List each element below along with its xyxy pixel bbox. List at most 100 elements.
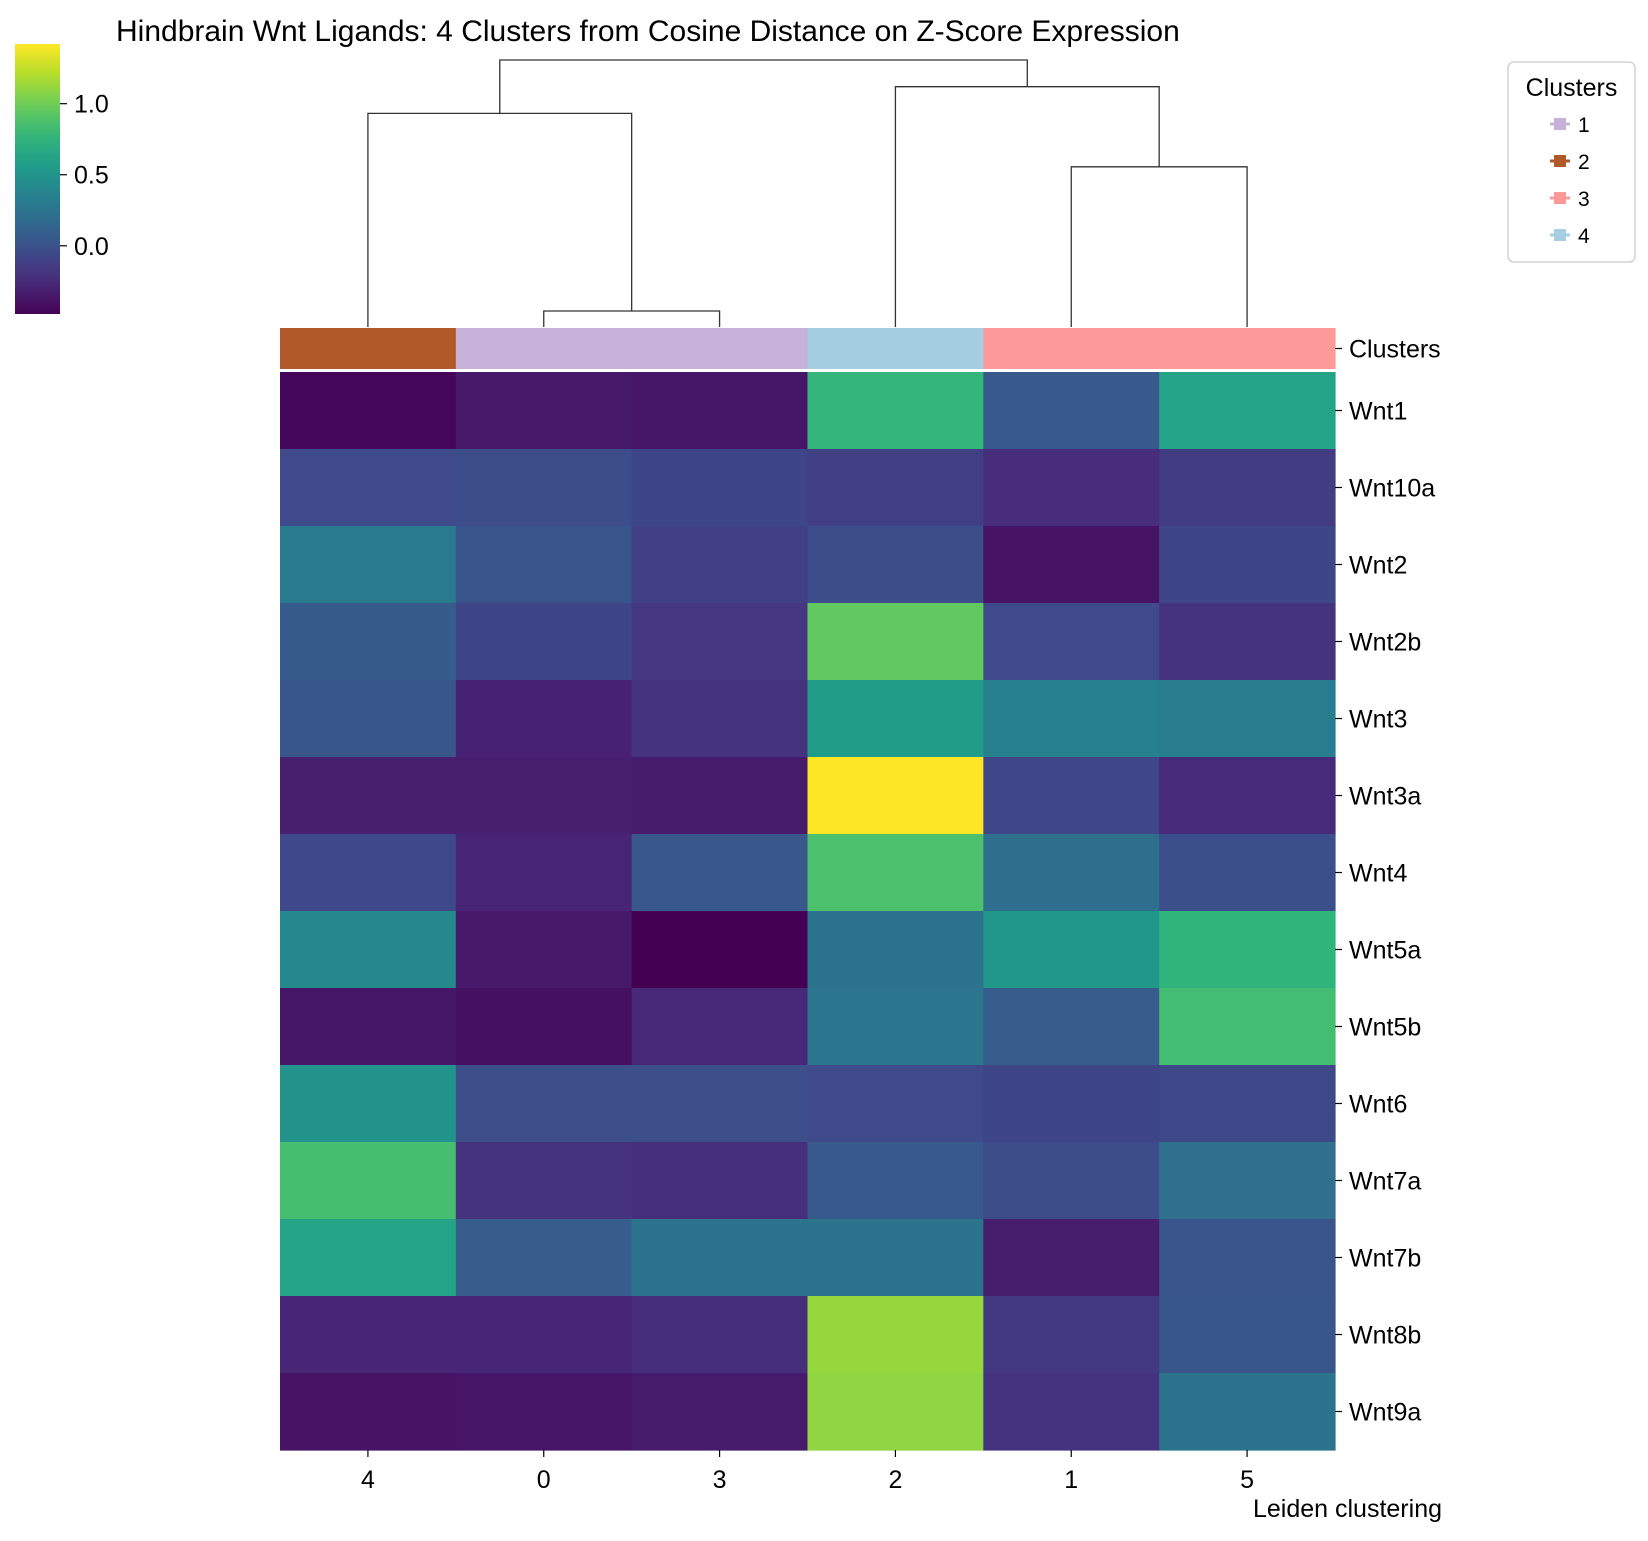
heatmap-cell-Wnt1-3 [631, 372, 809, 450]
heatmap-cell-Wnt3-1 [983, 680, 1160, 758]
heatmap-cell-Wnt2b-0 [455, 603, 633, 681]
heatmap-cell-Wnt4-5 [1159, 834, 1336, 912]
heatmap-cell-Wnt2b-2 [807, 603, 984, 681]
heatmap-cell-Wnt5a-1 [983, 911, 1160, 989]
heatmap-grid [280, 372, 1336, 1451]
row-label-Wnt5a: Wnt5a [1349, 937, 1421, 965]
heatmap-cell-Wnt1-5 [1159, 372, 1336, 450]
cluster-annotation-cell-4 [280, 328, 457, 369]
row-label-Wnt2: Wnt2 [1349, 552, 1407, 580]
heatmap-cell-Wnt3a-4 [280, 757, 457, 835]
heatmap-cell-Wnt6-4 [280, 1065, 457, 1143]
heatmap-cell-Wnt10a-2 [807, 449, 984, 527]
heatmap-cell-Wnt4-2 [807, 834, 984, 912]
heatmap-cell-Wnt2-2 [807, 526, 984, 604]
legend-label-1: 1 [1578, 114, 1590, 137]
cluster-legend: Clusters 1 2 3 4 [1507, 61, 1636, 263]
row-label-Wnt2b: Wnt2b [1349, 629, 1421, 657]
heatmap-cell-Wnt5b-0 [455, 988, 633, 1066]
heatmap-cell-Wnt6-1 [983, 1065, 1160, 1143]
heatmap-cell-Wnt5b-3 [631, 988, 809, 1066]
heatmap-cell-Wnt9a-5 [1159, 1373, 1336, 1451]
heatmap-cell-Wnt2-0 [455, 526, 633, 604]
dendrogram-link-3 [367, 112, 633, 327]
column-label-2: 2 [888, 1466, 902, 1494]
row-label-Wnt8b: Wnt8b [1349, 1322, 1421, 1350]
heatmap-cell-Wnt9a-0 [455, 1373, 633, 1451]
heatmap-cell-Wnt9a-1 [983, 1373, 1160, 1451]
heatmap-cell-Wnt7a-4 [280, 1142, 457, 1220]
heatmap-cell-Wnt3-5 [1159, 680, 1336, 758]
heatmap-cell-Wnt5b-4 [280, 988, 457, 1066]
colorbar: 1.0 0.5 0.0 [15, 44, 109, 314]
cluster-annotation-cell-1 [983, 328, 1160, 369]
heatmap-cell-Wnt7a-5 [1159, 1142, 1336, 1220]
heatmap-cell-Wnt3a-1 [983, 757, 1160, 835]
heatmap-cell-Wnt8b-1 [983, 1296, 1160, 1374]
heatmap-cell-Wnt6-0 [455, 1065, 633, 1143]
heatmap-cell-Wnt3-2 [807, 680, 984, 758]
heatmap-cell-Wnt4-0 [455, 834, 633, 912]
column-label-5: 5 [1240, 1466, 1254, 1494]
cluster-annotation-cell-5 [1159, 328, 1336, 369]
colorbar-tick-label: 1.0 [74, 91, 109, 119]
column-label-1: 1 [1064, 1466, 1078, 1494]
cluster-annotation-label: Clusters [1349, 336, 1441, 364]
chart-title: Hindbrain Wnt Ligands: 4 Clusters from C… [116, 15, 1180, 48]
column-label-0: 0 [537, 1466, 551, 1494]
heatmap-cell-Wnt5b-5 [1159, 988, 1336, 1066]
heatmap-cell-Wnt3a-5 [1159, 757, 1336, 835]
heatmap-cell-Wnt10a-4 [280, 449, 457, 527]
heatmap-cell-Wnt7a-1 [983, 1142, 1160, 1220]
heatmap-cell-Wnt3-4 [280, 680, 457, 758]
dendrogram-link-1 [543, 310, 721, 327]
legend-label-3: 3 [1578, 188, 1590, 211]
heatmap-cell-Wnt4-4 [280, 834, 457, 912]
dendrogram-link-2 [1070, 166, 1248, 327]
column-label-4: 4 [361, 1466, 375, 1494]
cluster-annotation-cell-3 [631, 328, 809, 369]
heatmap-cell-Wnt7b-1 [983, 1219, 1160, 1297]
heatmap-cell-Wnt2-5 [1159, 526, 1336, 604]
x-axis-label: Leiden clustering [1253, 1495, 1442, 1523]
heatmap-cell-Wnt5a-5 [1159, 911, 1336, 989]
legend-label-4: 4 [1578, 225, 1590, 248]
heatmap-cell-Wnt2b-1 [983, 603, 1160, 681]
dendrogram-link-4 [894, 86, 1160, 327]
row-label-Wnt6: Wnt6 [1349, 1091, 1407, 1119]
colorbar-gradient [15, 44, 60, 314]
heatmap-cell-Wnt5a-2 [807, 911, 984, 989]
heatmap-cell-Wnt4-3 [631, 834, 809, 912]
heatmap-cell-Wnt7b-3 [631, 1219, 809, 1297]
heatmap-cell-Wnt1-2 [807, 372, 984, 450]
row-label-Wnt1: Wnt1 [1349, 398, 1407, 426]
cluster-annotation-cell-2 [807, 328, 984, 369]
heatmap-cell-Wnt7a-3 [631, 1142, 809, 1220]
heatmap-cell-Wnt5b-1 [983, 988, 1160, 1066]
row-label-Wnt9a: Wnt9a [1349, 1399, 1421, 1427]
column-labels: 4 0 3 2 1 5 [361, 1450, 1254, 1494]
column-dendrogram [367, 59, 1248, 327]
heatmap-cell-Wnt8b-4 [280, 1296, 457, 1374]
legend-label-2: 2 [1578, 151, 1590, 174]
heatmap-cell-Wnt7b-5 [1159, 1219, 1336, 1297]
heatmap-cell-Wnt8b-2 [807, 1296, 984, 1374]
heatmap-cell-Wnt2-1 [983, 526, 1160, 604]
heatmap-cell-Wnt10a-3 [631, 449, 809, 527]
heatmap-cell-Wnt5b-2 [807, 988, 984, 1066]
heatmap-cell-Wnt2b-5 [1159, 603, 1336, 681]
heatmap-cell-Wnt10a-5 [1159, 449, 1336, 527]
heatmap-cell-Wnt7b-0 [455, 1219, 633, 1297]
heatmap-cell-Wnt10a-0 [455, 449, 633, 527]
heatmap-cell-Wnt8b-0 [455, 1296, 633, 1374]
cluster-annotation-cell-0 [455, 328, 633, 369]
heatmap-cell-Wnt5a-3 [631, 911, 809, 989]
heatmap-cell-Wnt7a-0 [455, 1142, 633, 1220]
heatmap-cell-Wnt3a-0 [455, 757, 633, 835]
row-label-Wnt3: Wnt3 [1349, 706, 1407, 734]
cluster-annotation-row: Clusters [280, 328, 1441, 369]
legend-swatch-2 [1554, 155, 1566, 167]
row-label-Wnt5b: Wnt5b [1349, 1014, 1421, 1042]
heatmap-cell-Wnt8b-5 [1159, 1296, 1336, 1374]
